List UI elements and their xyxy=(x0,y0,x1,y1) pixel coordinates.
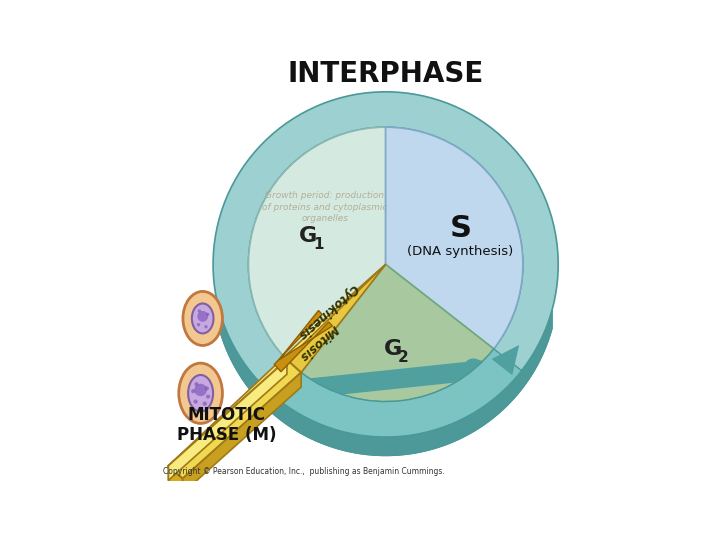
Text: PHASE (M): PHASE (M) xyxy=(176,426,276,444)
Text: Growth period: production
of proteins and cytoplasmic
organelles: Growth period: production of proteins an… xyxy=(262,191,387,224)
Ellipse shape xyxy=(192,303,214,333)
Polygon shape xyxy=(253,300,518,420)
Text: (DNA synthesis): (DNA synthesis) xyxy=(408,245,513,258)
Circle shape xyxy=(197,311,208,322)
Ellipse shape xyxy=(179,363,222,423)
Circle shape xyxy=(191,389,195,393)
Text: Mitosis: Mitosis xyxy=(296,322,341,363)
Text: 2: 2 xyxy=(398,350,409,365)
Polygon shape xyxy=(219,319,552,456)
Polygon shape xyxy=(492,345,519,375)
Text: Copyright © Pearson Education, Inc.,  publishing as Benjamin Cummings.: Copyright © Pearson Education, Inc., pub… xyxy=(163,467,445,476)
Polygon shape xyxy=(168,360,287,480)
Wedge shape xyxy=(301,265,494,402)
Text: G: G xyxy=(299,226,318,246)
Circle shape xyxy=(194,384,207,396)
Circle shape xyxy=(204,386,209,390)
Polygon shape xyxy=(183,265,386,478)
Wedge shape xyxy=(386,127,523,349)
Text: MITOTIC: MITOTIC xyxy=(187,406,266,424)
Circle shape xyxy=(194,382,199,386)
Circle shape xyxy=(194,400,198,404)
Circle shape xyxy=(206,395,210,399)
Text: 1: 1 xyxy=(313,237,324,252)
Polygon shape xyxy=(168,465,183,493)
Circle shape xyxy=(198,309,201,313)
Polygon shape xyxy=(168,360,301,478)
Wedge shape xyxy=(248,127,386,373)
Polygon shape xyxy=(168,265,386,465)
Wedge shape xyxy=(279,349,521,437)
Text: S: S xyxy=(449,214,472,244)
Circle shape xyxy=(203,402,207,406)
Circle shape xyxy=(206,313,210,316)
Text: INTERPHASE: INTERPHASE xyxy=(287,59,484,87)
Polygon shape xyxy=(274,310,333,372)
Circle shape xyxy=(197,323,200,326)
Text: Cytokinesis: Cytokinesis xyxy=(295,281,361,342)
Polygon shape xyxy=(168,360,301,478)
Polygon shape xyxy=(183,373,301,493)
Polygon shape xyxy=(219,309,552,456)
Wedge shape xyxy=(213,92,558,437)
Ellipse shape xyxy=(183,292,222,346)
Ellipse shape xyxy=(188,375,213,411)
Circle shape xyxy=(204,325,207,328)
Text: G: G xyxy=(384,339,402,359)
